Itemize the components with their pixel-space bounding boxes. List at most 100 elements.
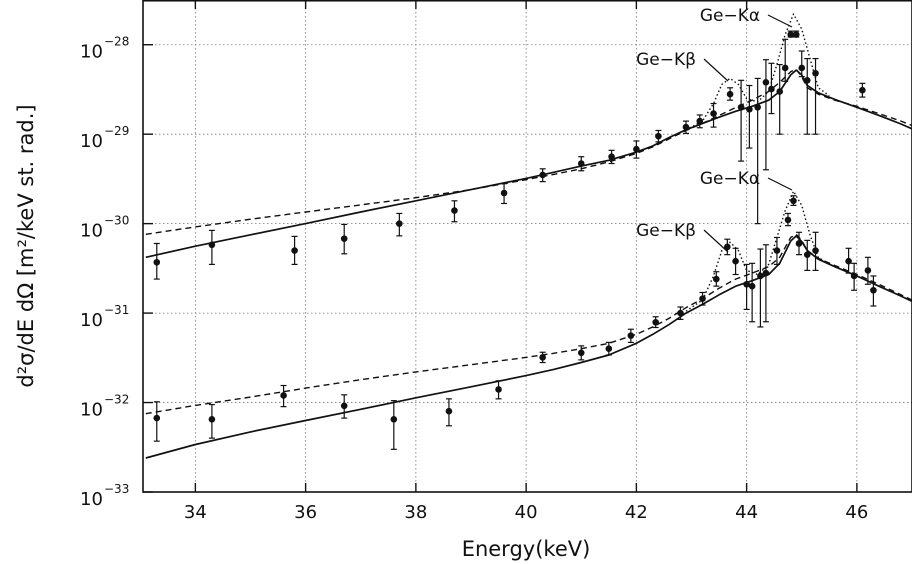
data-point [677, 309, 684, 317]
data-point [396, 220, 403, 227]
data-point [577, 160, 585, 167]
peak-leader-line [703, 229, 729, 253]
data-point [539, 354, 546, 361]
data-point [803, 251, 811, 258]
data-point [153, 414, 161, 422]
y-tick-label: 10 [80, 42, 103, 63]
peak-label: Ge−Kβ [636, 50, 696, 70]
data-point [655, 132, 662, 140]
data-point [605, 345, 613, 352]
data-point [732, 257, 739, 265]
data-point [724, 243, 731, 251]
model-curves [145, 13, 912, 459]
x-tick-label: 42 [625, 502, 648, 523]
data-point [845, 257, 852, 265]
data-point [776, 88, 783, 95]
series-curve-dashed [145, 233, 912, 415]
data-point [746, 105, 753, 113]
series-curve-dotted [685, 190, 830, 312]
data-point [445, 407, 453, 415]
data-point [790, 197, 797, 205]
data-point [787, 31, 795, 38]
data-point [795, 240, 803, 247]
series-curve-dashed [145, 68, 912, 235]
data-point [208, 415, 216, 423]
peak-label: Ge−Kβ [636, 221, 696, 241]
plot-area-border [142, 0, 912, 493]
data-point [291, 247, 298, 254]
x-tick-label: 38 [404, 502, 427, 523]
data-point [737, 103, 745, 111]
data-point [633, 145, 640, 153]
data-point [710, 110, 717, 117]
series-curve-dotted [685, 13, 830, 131]
data-point [762, 269, 770, 277]
y-tick-label: 10 [80, 310, 103, 331]
peak-label: Ge−Kα [700, 169, 760, 189]
grid-lines [143, 0, 912, 493]
data-point [798, 64, 806, 72]
series-curve-solid [145, 69, 912, 259]
data-point [850, 272, 858, 280]
x-tick-label: 40 [515, 502, 538, 523]
y-tick-exponent: −30 [104, 214, 129, 228]
data-point [495, 386, 502, 393]
x-tick-label: 46 [845, 502, 868, 523]
peak-leader-line [767, 177, 793, 191]
data-point [577, 349, 585, 357]
data-point [682, 123, 690, 131]
plot-frame [142, 0, 912, 493]
y-tick-exponent: −28 [104, 35, 129, 49]
peak-leader-line [703, 58, 729, 82]
data-point [812, 69, 819, 77]
data-point [743, 280, 750, 288]
data-point [208, 241, 216, 249]
data-point [859, 86, 866, 94]
data-point [754, 103, 761, 111]
x-tick-label: 44 [735, 502, 758, 523]
data-point [870, 286, 877, 294]
data-point [803, 77, 811, 84]
y-axis-label: d²σ/dE dΩ [m²/keV st. rad.] [14, 104, 38, 387]
y-tick-exponent: −32 [104, 393, 129, 407]
data-point [451, 207, 458, 214]
y-tick-label: 10 [80, 131, 103, 152]
data-point [153, 258, 161, 266]
peak-leader-line [767, 14, 793, 28]
data-point [768, 85, 775, 93]
data-point [757, 272, 764, 280]
x-tick-label: 34 [184, 502, 207, 523]
data-point [390, 415, 398, 423]
x-axis-label: Energy(keV) [462, 537, 591, 561]
data-point [762, 79, 770, 86]
x-tick-label: 36 [294, 502, 317, 523]
data-point [340, 235, 348, 242]
data-point [500, 189, 508, 197]
data-point [812, 247, 819, 254]
y-tick-exponent: −29 [104, 124, 129, 138]
series-curve-solid [145, 235, 912, 459]
data-point [627, 332, 635, 339]
data-point [608, 153, 615, 161]
data-point [696, 117, 704, 125]
y-tick-label: 10 [80, 400, 103, 421]
data-point [652, 318, 659, 326]
data-point [539, 171, 546, 179]
data-point [699, 295, 706, 302]
peak-label: Ge−Kα [700, 6, 760, 26]
y-tick-exponent: −31 [104, 303, 129, 317]
y-tick-label: 10 [80, 221, 103, 242]
data-point [713, 275, 720, 283]
data-point [784, 216, 792, 224]
data-point [792, 31, 800, 38]
data-points [153, 30, 877, 450]
data-point [781, 64, 789, 72]
data-point [340, 402, 348, 410]
data-point [864, 267, 872, 274]
y-tick-label: 10 [80, 489, 103, 510]
data-point [280, 392, 287, 399]
data-point [726, 90, 734, 98]
y-tick-exponent: −33 [104, 482, 129, 496]
